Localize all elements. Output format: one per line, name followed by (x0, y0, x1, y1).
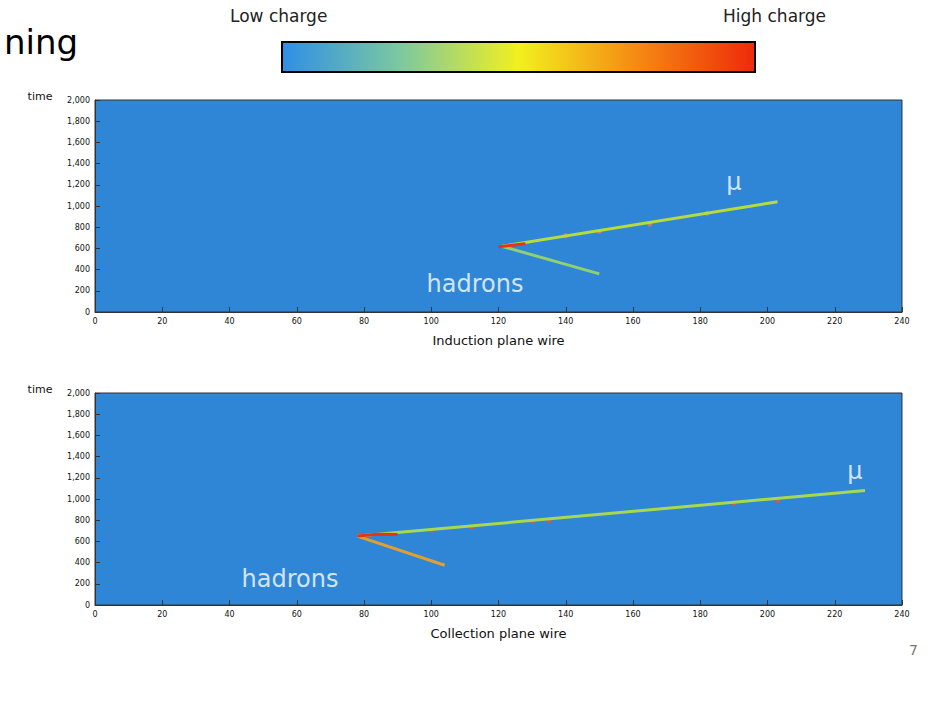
svg-text:200: 200 (75, 286, 90, 295)
svg-text:0: 0 (92, 610, 97, 619)
svg-text:180: 180 (693, 610, 708, 619)
svg-text:40: 40 (224, 610, 234, 619)
svg-text:180: 180 (693, 317, 708, 326)
svg-text:1,800: 1,800 (67, 117, 90, 126)
svg-text:140: 140 (558, 317, 573, 326)
svg-text:0: 0 (85, 308, 90, 317)
svg-text:60: 60 (292, 610, 302, 619)
svg-text:100: 100 (424, 610, 439, 619)
svg-text:μ: μ (847, 457, 862, 485)
svg-text:800: 800 (75, 223, 90, 232)
svg-text:2,000: 2,000 (67, 96, 90, 105)
svg-text:120: 120 (491, 317, 506, 326)
svg-text:1,200: 1,200 (67, 180, 90, 189)
svg-text:1,200: 1,200 (67, 473, 90, 482)
svg-text:7: 7 (909, 642, 918, 658)
svg-text:μ: μ (726, 168, 741, 196)
svg-text:800: 800 (75, 516, 90, 525)
svg-text:1,400: 1,400 (67, 452, 90, 461)
svg-text:60: 60 (292, 317, 302, 326)
svg-text:1,400: 1,400 (67, 159, 90, 168)
svg-text:Induction plane wire: Induction plane wire (432, 333, 564, 348)
svg-text:2,000: 2,000 (67, 389, 90, 398)
svg-text:40: 40 (224, 317, 234, 326)
svg-text:time: time (28, 383, 53, 396)
svg-text:200: 200 (75, 579, 90, 588)
svg-text:1,600: 1,600 (67, 138, 90, 147)
svg-text:100: 100 (424, 317, 439, 326)
svg-text:1,000: 1,000 (67, 495, 90, 504)
svg-text:80: 80 (359, 610, 369, 619)
svg-text:1,600: 1,600 (67, 431, 90, 440)
svg-text:1,000: 1,000 (67, 202, 90, 211)
svg-text:120: 120 (491, 610, 506, 619)
svg-text:160: 160 (625, 610, 640, 619)
svg-text:220: 220 (827, 317, 842, 326)
svg-text:600: 600 (75, 244, 90, 253)
svg-text:20: 20 (157, 317, 167, 326)
svg-text:ning: ning (4, 22, 78, 62)
svg-text:240: 240 (894, 610, 909, 619)
svg-text:220: 220 (827, 610, 842, 619)
svg-text:400: 400 (75, 558, 90, 567)
svg-text:Low charge: Low charge (230, 6, 327, 26)
svg-text:0: 0 (92, 317, 97, 326)
svg-text:0: 0 (85, 601, 90, 610)
svg-text:200: 200 (760, 317, 775, 326)
svg-text:time: time (28, 90, 53, 103)
svg-text:200: 200 (760, 610, 775, 619)
svg-text:240: 240 (894, 317, 909, 326)
svg-text:140: 140 (558, 610, 573, 619)
svg-text:Collection plane wire: Collection plane wire (431, 626, 567, 641)
svg-text:400: 400 (75, 265, 90, 274)
svg-text:hadrons: hadrons (427, 270, 524, 298)
svg-text:1,800: 1,800 (67, 410, 90, 419)
svg-text:80: 80 (359, 317, 369, 326)
svg-text:600: 600 (75, 537, 90, 546)
svg-text:20: 20 (157, 610, 167, 619)
svg-text:hadrons: hadrons (242, 565, 339, 593)
svg-text:High charge: High charge (723, 6, 826, 26)
svg-text:160: 160 (625, 317, 640, 326)
